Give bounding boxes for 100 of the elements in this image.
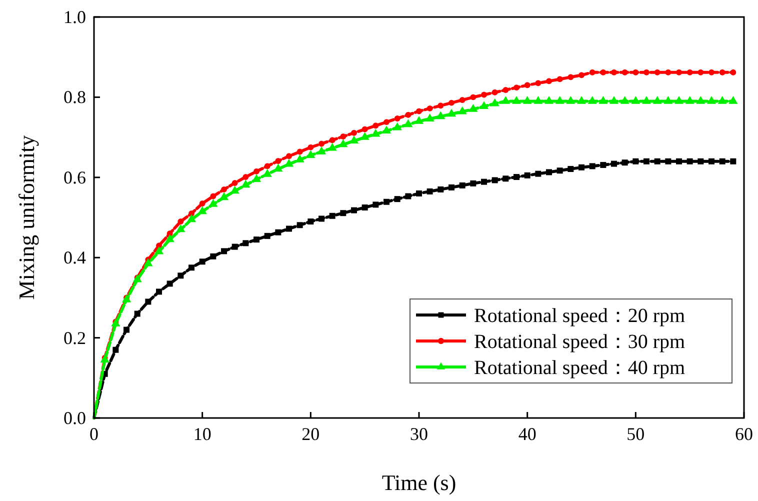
point <box>708 69 714 76</box>
point <box>372 122 379 129</box>
point <box>481 178 487 185</box>
y-tick-label: 0.4 <box>64 248 86 268</box>
point <box>145 298 152 305</box>
x-tick-label: 20 <box>302 424 320 444</box>
point <box>382 126 392 134</box>
point <box>546 78 552 84</box>
point <box>232 244 238 250</box>
point <box>728 96 738 104</box>
point <box>492 89 498 96</box>
point <box>436 111 446 120</box>
x-tick-label: 50 <box>626 424 645 444</box>
point <box>501 96 510 104</box>
point <box>416 108 422 114</box>
point <box>328 142 337 151</box>
point <box>286 153 292 160</box>
point <box>318 216 324 222</box>
point <box>221 248 227 254</box>
point <box>254 236 260 243</box>
point <box>362 204 368 210</box>
point <box>642 96 652 104</box>
point <box>730 158 736 164</box>
point <box>112 346 119 353</box>
point <box>459 182 466 188</box>
point <box>392 122 402 130</box>
point <box>512 96 522 104</box>
point <box>644 69 650 76</box>
point <box>686 69 693 76</box>
point <box>632 69 639 76</box>
point <box>254 168 260 174</box>
point <box>208 199 218 207</box>
point <box>490 98 500 106</box>
x-tick-label: 40 <box>518 424 536 444</box>
point <box>514 174 520 180</box>
x-tick-label: 60 <box>735 424 753 444</box>
point <box>544 96 554 104</box>
point <box>576 96 586 104</box>
point <box>178 272 184 279</box>
point <box>522 96 532 104</box>
point <box>275 158 282 164</box>
point <box>696 96 706 104</box>
point <box>698 158 704 164</box>
point <box>479 101 489 110</box>
point <box>611 160 617 167</box>
point <box>340 134 346 140</box>
point <box>154 246 164 254</box>
point <box>674 96 684 104</box>
point <box>706 96 716 104</box>
point <box>546 169 552 176</box>
point <box>718 96 727 104</box>
point <box>459 97 466 103</box>
point <box>609 96 619 104</box>
point <box>566 96 576 104</box>
y-tick-label: 1.0 <box>64 7 86 27</box>
point <box>275 229 282 236</box>
point <box>676 158 682 164</box>
point <box>371 128 380 137</box>
y-tick-label: 0.0 <box>64 408 86 428</box>
point <box>199 200 206 206</box>
point <box>210 253 216 260</box>
point <box>144 258 153 266</box>
point <box>698 69 704 76</box>
point <box>446 108 456 117</box>
point <box>654 69 660 76</box>
point <box>470 94 476 100</box>
point <box>568 166 574 172</box>
point <box>426 105 433 112</box>
point <box>306 150 316 158</box>
point <box>588 96 597 104</box>
point <box>600 162 606 168</box>
point <box>426 188 433 194</box>
point <box>165 234 174 242</box>
point <box>414 116 424 124</box>
point <box>394 196 400 202</box>
point <box>210 193 216 200</box>
point <box>535 80 542 86</box>
point <box>665 158 672 164</box>
point <box>219 192 229 200</box>
point <box>676 69 682 76</box>
point <box>199 258 206 265</box>
point <box>296 222 303 228</box>
point <box>351 207 357 214</box>
point <box>416 190 422 196</box>
point <box>188 264 194 271</box>
point <box>384 198 390 205</box>
point <box>631 96 640 104</box>
point <box>124 326 130 333</box>
point <box>405 193 412 200</box>
point <box>405 112 412 118</box>
point <box>448 100 454 106</box>
point <box>622 160 628 166</box>
point <box>329 137 336 144</box>
point <box>176 224 186 232</box>
point <box>318 140 324 147</box>
point <box>394 115 400 122</box>
point <box>664 96 673 104</box>
point <box>178 218 184 224</box>
point <box>425 114 434 122</box>
point <box>338 139 348 148</box>
